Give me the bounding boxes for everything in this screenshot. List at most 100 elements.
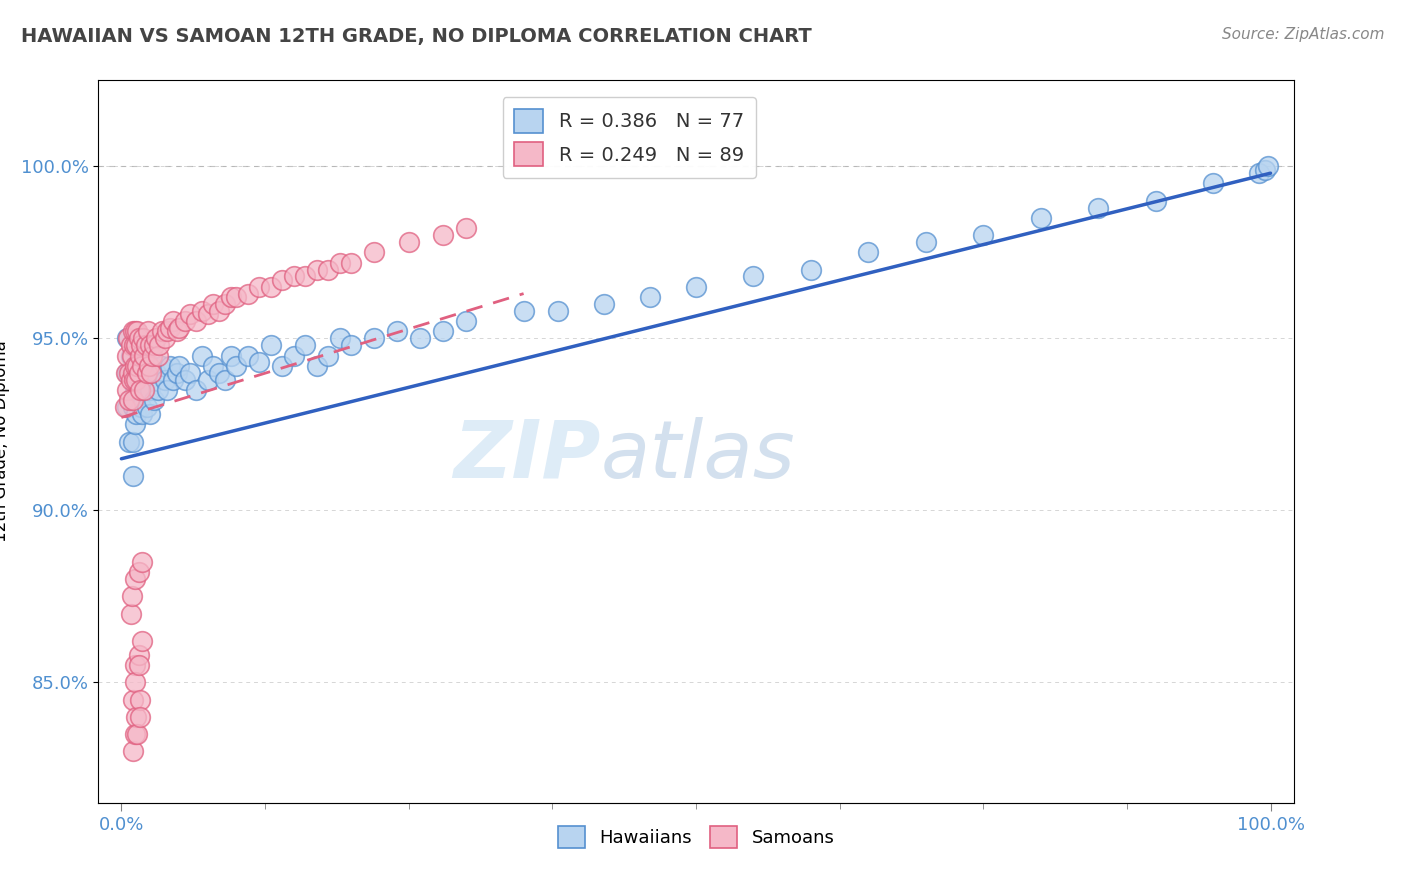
Point	[398, 235, 420, 249]
Point	[247, 355, 270, 369]
Point	[135, 338, 157, 352]
Point	[121, 590, 143, 604]
Point	[124, 383, 146, 397]
Point	[271, 273, 294, 287]
Point	[139, 407, 162, 421]
Point	[385, 325, 409, 339]
Point	[247, 279, 270, 293]
Point	[125, 366, 148, 380]
Point	[127, 359, 149, 373]
Point	[236, 286, 259, 301]
Point	[124, 325, 146, 339]
Point	[225, 359, 247, 373]
Point	[208, 366, 231, 380]
Point	[512, 303, 534, 318]
Point	[124, 658, 146, 673]
Point	[135, 400, 157, 414]
Point	[858, 245, 880, 260]
Point	[134, 349, 156, 363]
Point	[141, 349, 163, 363]
Point	[197, 307, 219, 321]
Point	[363, 245, 385, 260]
Point	[128, 331, 150, 345]
Point	[214, 297, 236, 311]
Point	[156, 325, 179, 339]
Point	[122, 469, 145, 483]
Point	[283, 349, 305, 363]
Point	[142, 338, 165, 352]
Point	[128, 692, 150, 706]
Point	[122, 692, 145, 706]
Point	[294, 338, 316, 352]
Point	[145, 366, 167, 380]
Point	[125, 373, 148, 387]
Point	[134, 383, 156, 397]
Point	[166, 325, 188, 339]
Point	[127, 727, 149, 741]
Point	[547, 303, 569, 318]
Point	[191, 303, 214, 318]
Point	[131, 366, 153, 380]
Point	[120, 338, 142, 352]
Y-axis label: 12th Grade, No Diploma: 12th Grade, No Diploma	[0, 341, 10, 542]
Point	[167, 321, 190, 335]
Point	[1202, 177, 1225, 191]
Point	[593, 297, 616, 311]
Point	[340, 338, 363, 352]
Point	[173, 314, 195, 328]
Point	[432, 228, 454, 243]
Point	[685, 279, 707, 293]
Point	[225, 290, 247, 304]
Point	[124, 727, 146, 741]
Point	[118, 366, 141, 380]
Point	[122, 325, 145, 339]
Point	[124, 417, 146, 432]
Point	[153, 331, 176, 345]
Point	[156, 383, 179, 397]
Point	[131, 407, 153, 421]
Point	[316, 349, 339, 363]
Point	[115, 400, 138, 414]
Point	[742, 269, 765, 284]
Point	[120, 607, 142, 621]
Point	[162, 314, 184, 328]
Point	[150, 325, 173, 339]
Point	[340, 255, 363, 269]
Point	[184, 383, 207, 397]
Point	[148, 349, 170, 363]
Point	[153, 373, 176, 387]
Point	[184, 314, 207, 328]
Point	[142, 393, 165, 408]
Point	[115, 383, 138, 397]
Point	[638, 290, 661, 304]
Point	[122, 338, 145, 352]
Point	[128, 648, 150, 662]
Point	[271, 359, 294, 373]
Point	[173, 373, 195, 387]
Point	[141, 359, 163, 373]
Point	[121, 349, 143, 363]
Point	[124, 572, 146, 586]
Point	[219, 349, 242, 363]
Point	[1144, 194, 1167, 208]
Point	[1254, 162, 1277, 177]
Point	[191, 349, 214, 363]
Point	[305, 262, 328, 277]
Point	[139, 383, 162, 397]
Point	[316, 262, 339, 277]
Point	[128, 331, 150, 345]
Point	[128, 566, 150, 580]
Point	[134, 383, 156, 397]
Point	[179, 366, 201, 380]
Point	[122, 744, 145, 758]
Point	[124, 675, 146, 690]
Point	[202, 297, 225, 311]
Point	[129, 400, 152, 414]
Point	[283, 269, 305, 284]
Point	[138, 359, 160, 373]
Point	[456, 221, 478, 235]
Point	[162, 373, 184, 387]
Point	[456, 314, 478, 328]
Point	[125, 407, 148, 421]
Point	[128, 349, 150, 363]
